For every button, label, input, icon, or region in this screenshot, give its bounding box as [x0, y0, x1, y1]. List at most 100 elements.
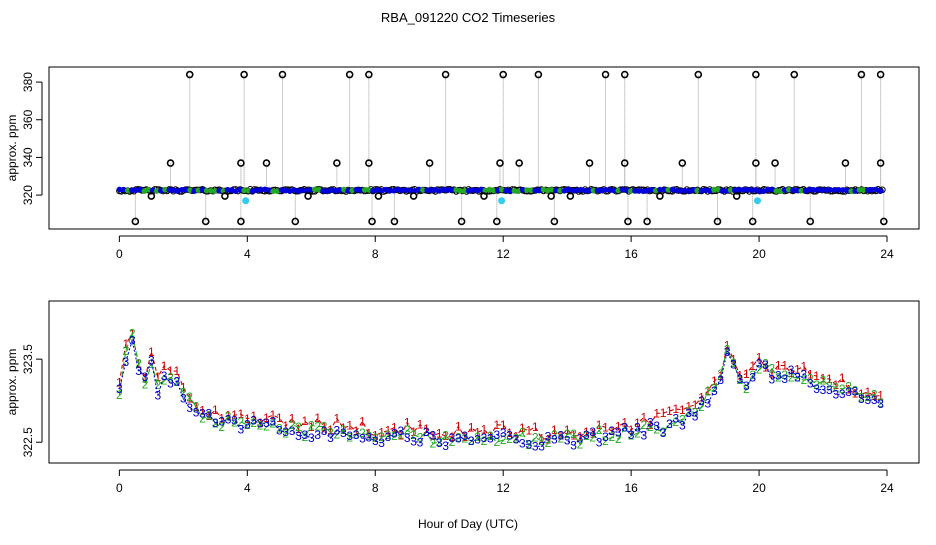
series-marker-3: 3	[321, 424, 328, 438]
outlier-point	[876, 70, 885, 79]
series-marker-3: 3	[730, 357, 737, 371]
series-marker-1: 1	[583, 425, 590, 439]
series-marker-3: 3	[666, 417, 673, 431]
series-marker-1: 1	[519, 421, 526, 435]
series-marker-1: 1	[385, 424, 392, 438]
series-marker-2: 2	[775, 370, 782, 384]
series-marker-1: 1	[647, 418, 654, 432]
series-marker-2: 2	[711, 381, 718, 395]
series-marker-3: 3	[493, 428, 500, 442]
series-marker-1: 1	[845, 383, 852, 397]
series-marker-1: 1	[864, 385, 871, 399]
outlier-point	[620, 159, 629, 167]
series-marker-2: 2	[609, 430, 616, 444]
outlier-point	[345, 70, 354, 79]
series-marker-3: 3	[500, 426, 507, 440]
series-marker-2: 2	[263, 420, 270, 434]
series-marker-3: 3	[180, 392, 187, 406]
series-marker-2: 2	[366, 429, 373, 443]
series-marker-1: 1	[238, 407, 245, 421]
series-marker-2: 2	[545, 436, 552, 450]
series-marker-1: 1	[289, 411, 296, 425]
outlier-point	[771, 159, 779, 167]
series-marker-3: 3	[679, 419, 686, 433]
cyan-point	[242, 197, 250, 205]
x-tick-label: 0	[116, 481, 123, 495]
series-marker-2: 2	[449, 435, 456, 449]
series-marker-1: 1	[852, 386, 859, 400]
series-marker-3: 3	[455, 431, 462, 445]
series-marker-1: 1	[359, 414, 366, 428]
y-axis-label: approx. ppm	[5, 349, 19, 416]
series-marker-2: 2	[270, 417, 277, 431]
series-marker-2: 2	[500, 433, 507, 447]
outlier-point	[752, 159, 760, 167]
series-marker-2: 2	[276, 422, 283, 436]
series-marker-1: 1	[327, 423, 334, 437]
series-marker-3: 3	[852, 385, 859, 399]
series-marker-3: 3	[525, 438, 532, 452]
series-marker-2: 2	[692, 406, 699, 420]
series-marker-2: 2	[461, 432, 468, 446]
series-marker-1: 1	[737, 369, 744, 383]
series-marker-1: 1	[481, 423, 488, 437]
series-marker-3: 3	[250, 413, 257, 427]
series-marker-2: 2	[832, 380, 839, 394]
series-marker-3: 3	[647, 415, 654, 429]
series-marker-3: 3	[769, 372, 776, 386]
series-marker-1: 1	[730, 353, 737, 367]
outlier-point	[131, 217, 140, 226]
series-marker-2: 2	[186, 390, 193, 404]
series-marker-3: 3	[781, 372, 788, 386]
series-marker-2: 2	[135, 357, 142, 371]
series-marker-3: 3	[314, 428, 321, 442]
chart-title: RBA_091220 CO2 Timeseries	[381, 10, 556, 25]
outlier-point	[678, 159, 687, 167]
series-marker-1: 1	[685, 400, 692, 414]
series-marker-3: 3	[871, 393, 878, 407]
series-marker-3: 3	[864, 393, 871, 407]
outlier-point	[425, 159, 434, 167]
series-marker-2: 2	[404, 423, 411, 437]
series-marker-3: 3	[410, 434, 417, 448]
x-axis-label: Hour of Day (UTC)	[418, 517, 518, 531]
series-marker-3: 3	[813, 382, 820, 396]
series-marker-1: 1	[756, 351, 763, 365]
series-marker-3: 3	[225, 413, 232, 427]
series-marker-1: 1	[231, 408, 238, 422]
series-marker-1: 1	[564, 423, 571, 437]
series-marker-3: 3	[282, 425, 289, 439]
series-marker-3: 3	[717, 373, 724, 387]
series-marker-3: 3	[660, 426, 667, 440]
series-marker-2: 2	[852, 383, 859, 397]
series-marker-1: 1	[557, 429, 564, 443]
series-marker-2: 2	[577, 437, 584, 451]
series-marker-2: 2	[871, 387, 878, 401]
series-marker-2: 2	[705, 384, 712, 398]
series-marker-1: 1	[148, 345, 155, 359]
series-marker-3: 3	[366, 431, 373, 445]
series-marker-3: 3	[449, 431, 456, 445]
series-marker-2: 2	[762, 356, 769, 370]
series-marker-3: 3	[564, 434, 571, 448]
series-marker-2: 2	[238, 415, 245, 429]
series-marker-1: 1	[794, 362, 801, 376]
series-marker-1: 1	[762, 361, 769, 375]
data-point	[877, 188, 884, 194]
outlier-point	[365, 159, 373, 167]
series-marker-1: 1	[378, 426, 385, 440]
series-marker-2: 2	[116, 388, 123, 402]
series-marker-2: 2	[801, 373, 808, 387]
series-marker-1: 1	[692, 398, 699, 412]
series-marker-1: 1	[461, 430, 468, 444]
series-marker-3: 3	[845, 385, 852, 399]
series-marker-3: 3	[628, 428, 635, 442]
series-marker-3: 3	[257, 417, 264, 431]
series-marker-3: 3	[858, 392, 865, 406]
series-marker-3: 3	[775, 369, 782, 383]
series-marker-2: 2	[538, 434, 545, 448]
series-marker-3: 3	[468, 434, 475, 448]
series-marker-2: 2	[730, 356, 737, 370]
